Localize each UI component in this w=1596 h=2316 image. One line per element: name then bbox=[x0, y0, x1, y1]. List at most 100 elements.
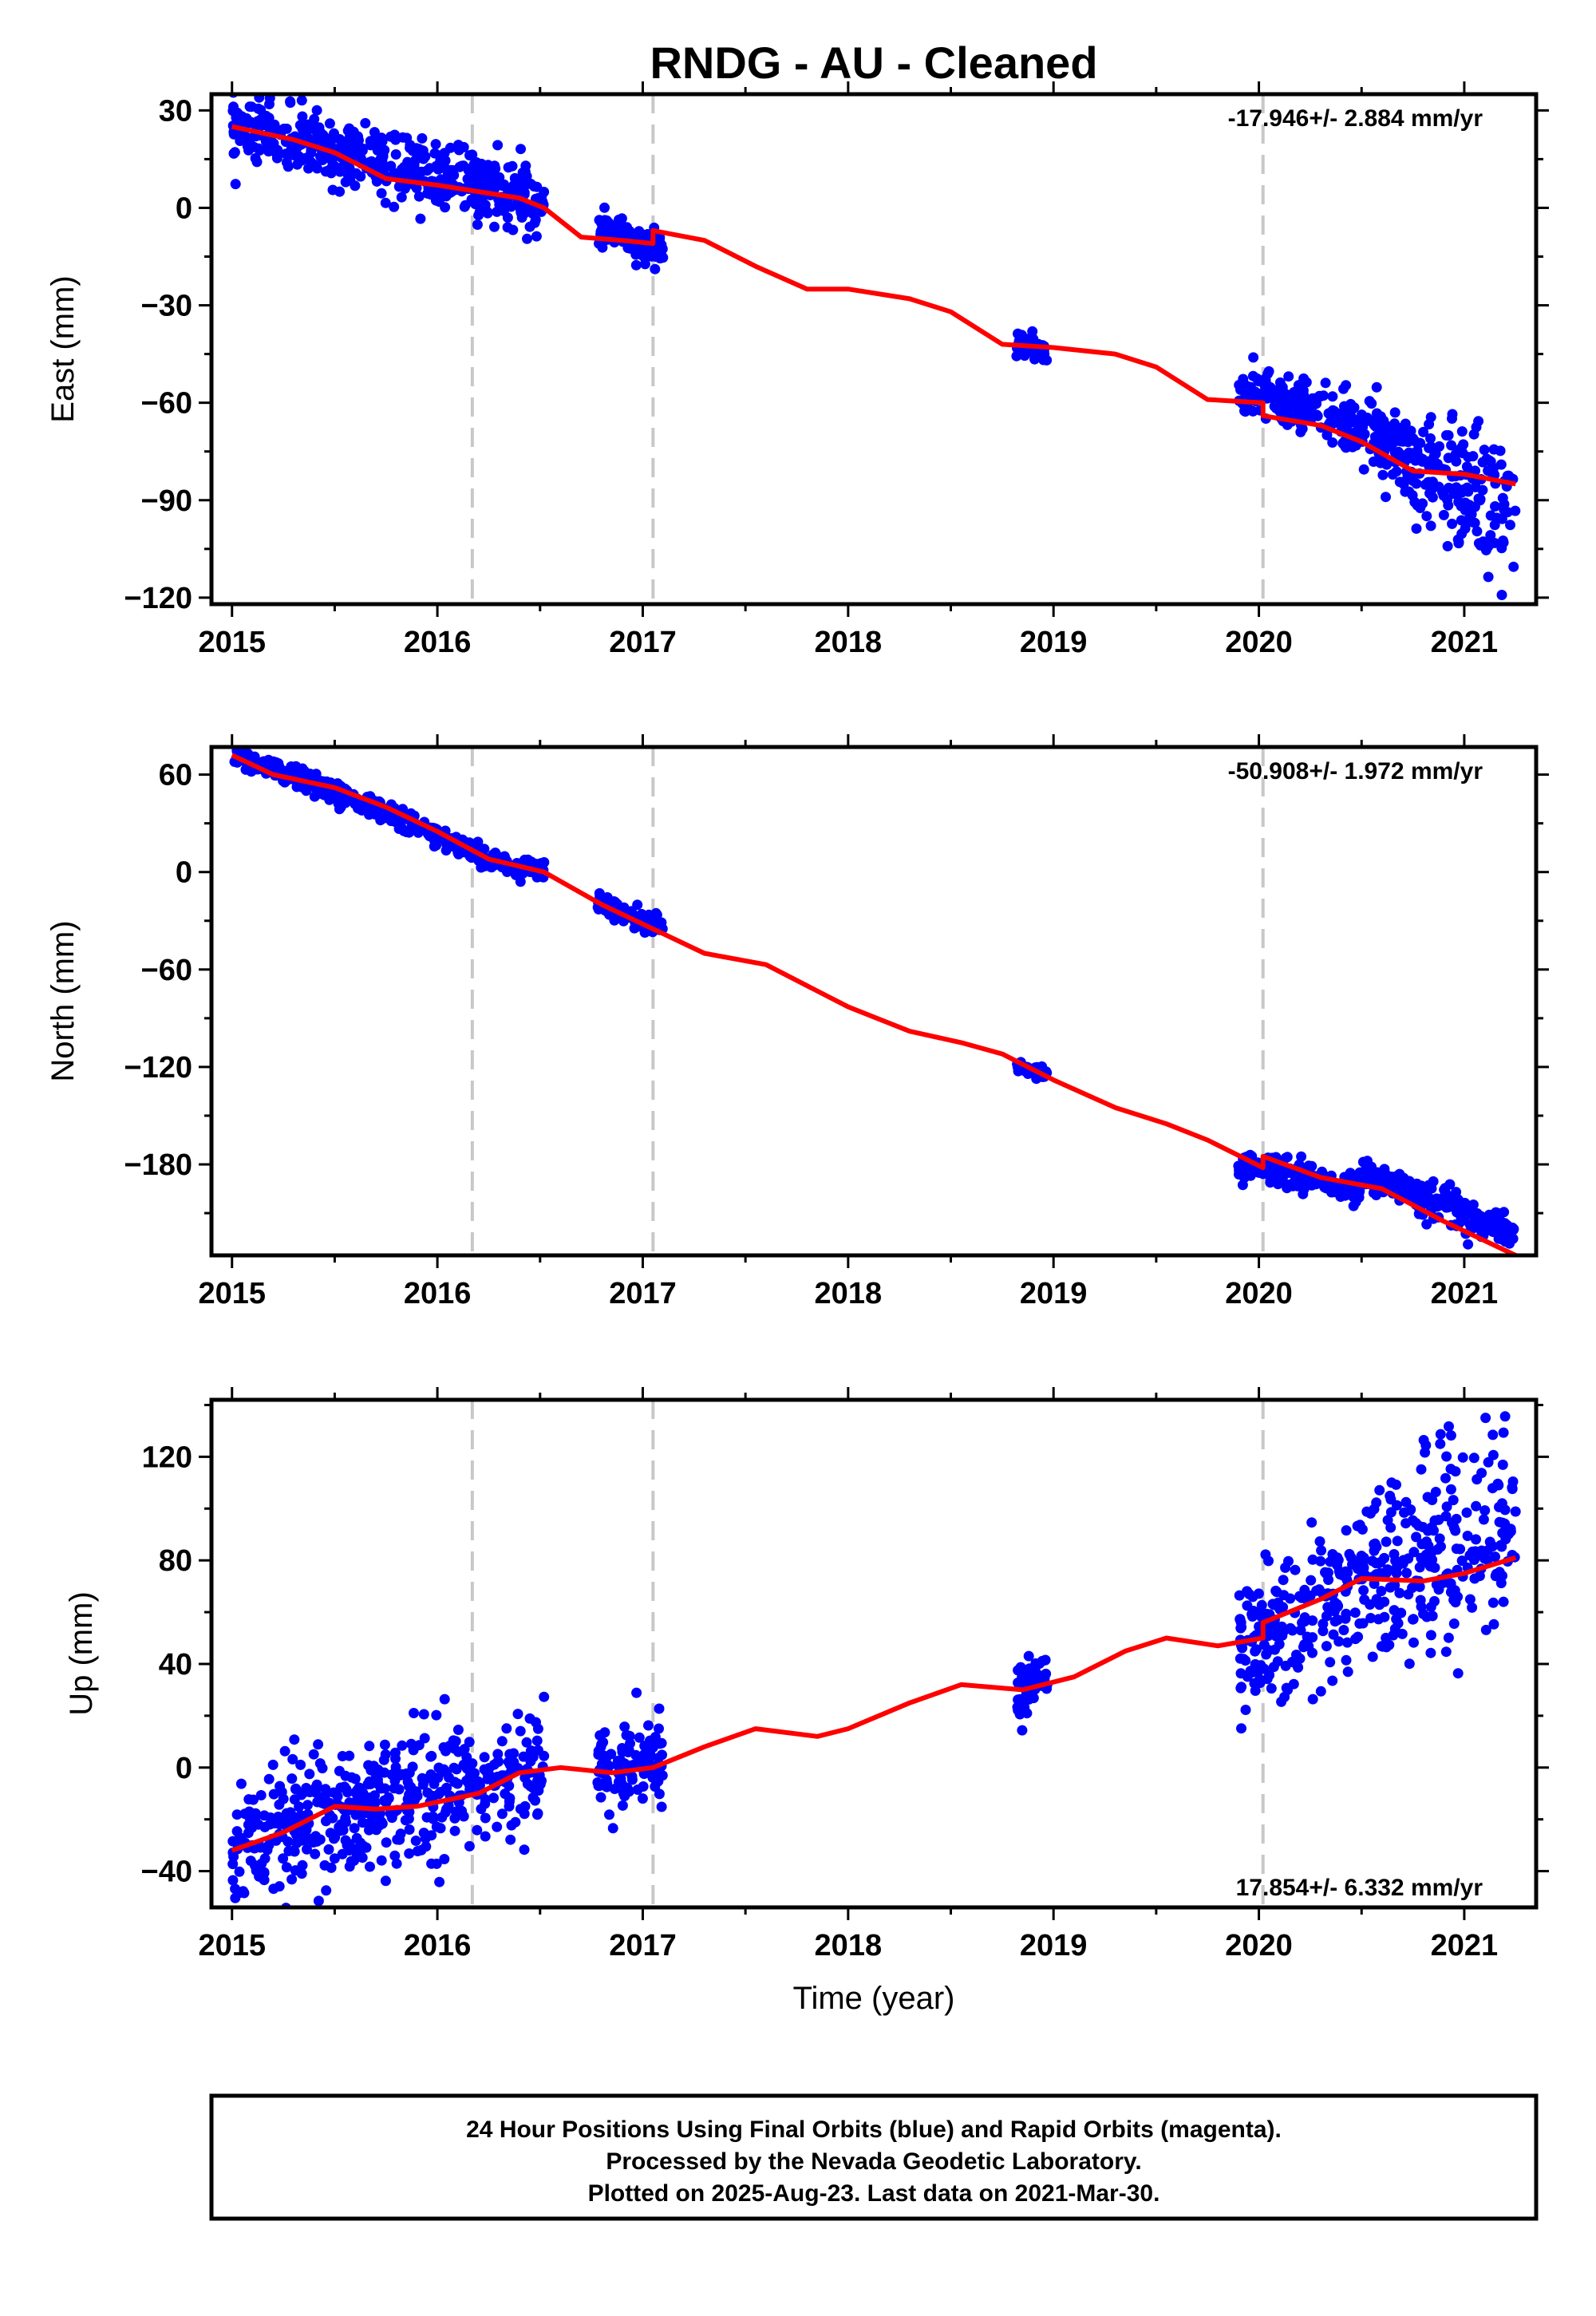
north-data-point bbox=[1335, 1192, 1346, 1202]
east-data-point bbox=[1428, 461, 1439, 472]
up-data-point bbox=[234, 1866, 245, 1877]
up-data-point bbox=[1325, 1657, 1336, 1668]
east-data-point bbox=[1347, 441, 1358, 453]
up-data-point bbox=[1476, 1468, 1487, 1479]
east-data-point bbox=[1430, 446, 1441, 457]
east-x-tick-label: 2017 bbox=[609, 626, 677, 659]
up-data-point bbox=[1357, 1524, 1368, 1535]
up-data-point bbox=[1256, 1599, 1267, 1611]
up-data-point bbox=[1435, 1429, 1446, 1440]
up-data-point bbox=[505, 1834, 516, 1845]
footer-frame bbox=[209, 2093, 1539, 2221]
east-data-point bbox=[1400, 418, 1411, 429]
north-data-point bbox=[249, 751, 260, 762]
east-data-point bbox=[1508, 561, 1519, 572]
east-data-point bbox=[1411, 523, 1422, 534]
up-x-tick-label: 2019 bbox=[1020, 1929, 1088, 1962]
east-data-point bbox=[452, 140, 464, 151]
east-data-point bbox=[529, 217, 540, 228]
up-data-point bbox=[1023, 1691, 1034, 1702]
east-data-point bbox=[292, 159, 302, 170]
east-data-point bbox=[385, 160, 397, 172]
east-y-tick-label: −30 bbox=[141, 290, 192, 323]
east-data-point bbox=[1425, 433, 1436, 444]
east-data-point bbox=[1415, 437, 1426, 449]
up-data-point bbox=[404, 1789, 415, 1800]
up-data-point bbox=[227, 1875, 239, 1886]
east-data-point bbox=[1510, 505, 1521, 516]
east-data-point bbox=[539, 187, 550, 197]
up-data-point bbox=[1349, 1607, 1361, 1618]
east-y-axis-label: East (mm) bbox=[45, 275, 81, 422]
east-data-point bbox=[350, 168, 361, 179]
east-data-point bbox=[429, 148, 440, 159]
up-data-point bbox=[1403, 1589, 1414, 1600]
up-data-point bbox=[357, 1817, 368, 1828]
north-data-point bbox=[1502, 1226, 1513, 1236]
up-data-point bbox=[625, 1738, 635, 1749]
east-data-point bbox=[355, 152, 366, 164]
east-data-point bbox=[1408, 476, 1419, 487]
up-data-point bbox=[607, 1823, 618, 1834]
up-data-point bbox=[521, 1737, 532, 1748]
east-data-point bbox=[1011, 350, 1022, 362]
up-data-point bbox=[368, 1761, 379, 1772]
up-data-point bbox=[1500, 1534, 1511, 1545]
up-data-point bbox=[381, 1837, 392, 1848]
up-data-point bbox=[1374, 1484, 1385, 1496]
up-data-point bbox=[330, 1832, 341, 1843]
up-data-point bbox=[1507, 1482, 1518, 1493]
east-data-point bbox=[1318, 390, 1329, 401]
east-data-point bbox=[1298, 389, 1309, 400]
up-data-point bbox=[386, 1769, 397, 1780]
up-data-point bbox=[643, 1720, 654, 1731]
north-x-tick-label: 2015 bbox=[198, 1277, 266, 1310]
east-rate-label: -17.946+/- 2.884 mm/yr bbox=[1228, 105, 1483, 132]
up-data-point bbox=[1411, 1531, 1422, 1543]
east-data-point bbox=[264, 121, 275, 132]
up-data-point bbox=[654, 1723, 664, 1734]
up-data-point bbox=[1307, 1647, 1317, 1658]
up-data-point bbox=[420, 1833, 431, 1844]
east-data-point bbox=[369, 136, 381, 147]
up-data-point bbox=[263, 1773, 275, 1784]
up-data-point bbox=[1440, 1646, 1452, 1658]
north-data-point bbox=[1381, 1169, 1392, 1180]
east-data-point bbox=[327, 184, 338, 196]
up-data-point bbox=[323, 1844, 334, 1855]
east-data-point bbox=[271, 148, 282, 160]
up-data-point bbox=[1385, 1490, 1396, 1501]
north-data-point bbox=[240, 749, 251, 761]
up-data-point bbox=[1314, 1536, 1325, 1547]
up-data-point bbox=[1379, 1611, 1390, 1622]
east-data-point bbox=[1297, 397, 1308, 408]
north-data-point bbox=[1392, 1180, 1403, 1191]
up-data-point bbox=[231, 1826, 243, 1837]
east-data-point bbox=[254, 94, 265, 103]
east-data-point bbox=[411, 183, 422, 194]
east-data-point bbox=[1281, 408, 1292, 419]
up-x-tick-label: 2021 bbox=[1431, 1929, 1499, 1962]
east-data-point bbox=[1398, 435, 1409, 446]
footer-box: 24 Hour Positions Using Final Orbits (bl… bbox=[209, 2093, 1539, 2221]
up-data-point bbox=[630, 1749, 642, 1761]
east-x-tick-label: 2021 bbox=[1431, 626, 1499, 659]
east-data-point bbox=[1353, 415, 1364, 426]
up-data-point bbox=[1281, 1682, 1292, 1694]
up-data-point bbox=[1445, 1484, 1456, 1495]
up-data-point bbox=[289, 1734, 300, 1745]
up-data-point bbox=[1482, 1545, 1493, 1556]
north-data-point bbox=[632, 899, 643, 911]
up-data-point bbox=[1270, 1630, 1282, 1642]
up-data-point bbox=[449, 1825, 460, 1836]
up-data-point bbox=[1483, 1456, 1494, 1468]
east-data-point bbox=[630, 259, 642, 271]
up-data-point bbox=[312, 1796, 323, 1808]
up-data-point bbox=[273, 1812, 284, 1822]
up-data-point bbox=[357, 1791, 368, 1802]
north-data-point bbox=[539, 857, 550, 868]
up-data-point bbox=[444, 1772, 454, 1783]
up-data-point bbox=[1478, 1514, 1489, 1525]
up-data-point bbox=[434, 1876, 445, 1887]
east-y-tick-label: −90 bbox=[141, 484, 192, 518]
